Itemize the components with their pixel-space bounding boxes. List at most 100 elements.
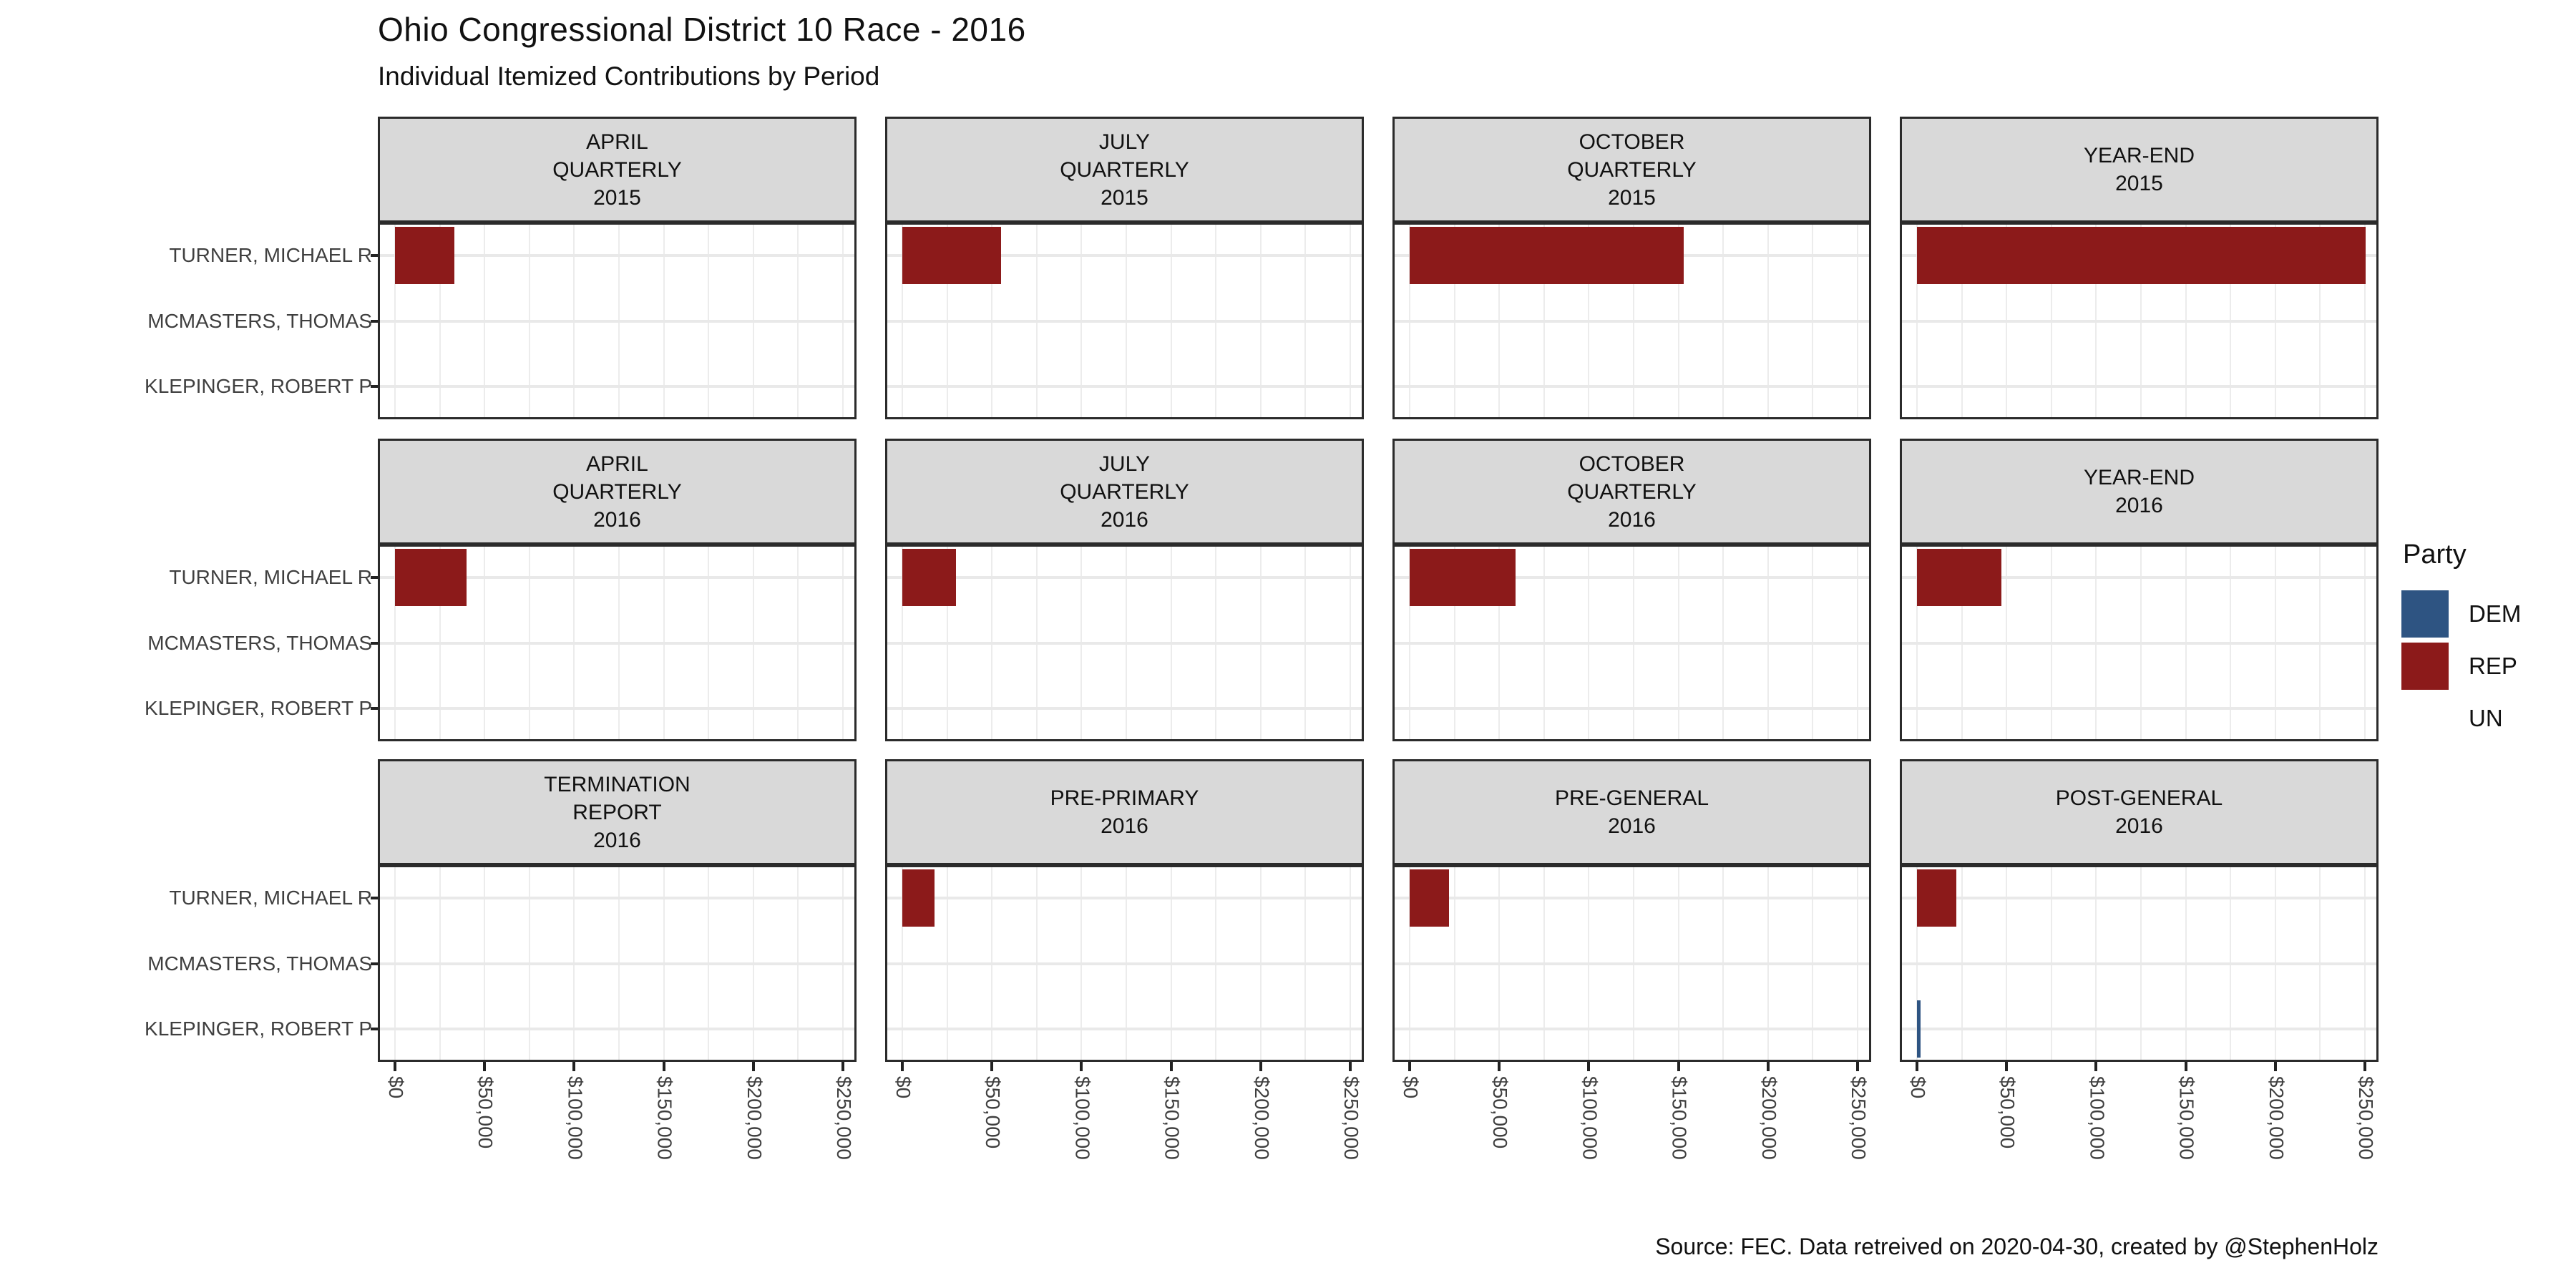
facet-strip: YEAR-END 2016 bbox=[1900, 439, 2379, 545]
gridline-horizontal bbox=[887, 575, 1362, 579]
facet-strip-label: POST-GENERAL 2016 bbox=[2055, 786, 2223, 838]
contribution-bar-rep bbox=[902, 548, 957, 606]
contribution-bar-rep bbox=[1410, 226, 1684, 284]
gridline-horizontal bbox=[887, 962, 1362, 965]
x-axis-tick-label: $50,000 bbox=[474, 1076, 497, 1149]
facet-strip: PRE-GENERAL 2016 bbox=[1392, 759, 1871, 865]
gridline-horizontal bbox=[1395, 1028, 1869, 1031]
facet-strip: OCTOBER QUARTERLY 2016 bbox=[1392, 439, 1871, 545]
un-color-swatch bbox=[2401, 695, 2449, 742]
x-axis-tick bbox=[662, 1062, 665, 1071]
gridline-horizontal bbox=[1395, 319, 1869, 323]
y-axis-label-candidate: KLEPINGER, ROBERT P bbox=[145, 697, 372, 720]
gridline-horizontal bbox=[1902, 385, 2376, 389]
x-axis-tick bbox=[1587, 1062, 1591, 1071]
legend-label-dem: DEM bbox=[2469, 600, 2522, 627]
gridline-horizontal bbox=[1902, 962, 2376, 965]
gridline-horizontal bbox=[1902, 896, 2376, 899]
x-axis-tick-label: $250,000 bbox=[1340, 1076, 1362, 1160]
facet-strip-label: OCTOBER QUARTERLY 2015 bbox=[1567, 130, 1697, 210]
x-axis-tick-label: $150,000 bbox=[1668, 1076, 1691, 1160]
facet-strip-label: JULY QUARTERLY 2015 bbox=[1060, 130, 1189, 210]
x-axis-tick bbox=[2005, 1062, 2009, 1071]
x-axis-tick-label: $250,000 bbox=[1848, 1076, 1870, 1160]
x-axis-tick-label: $0 bbox=[1400, 1076, 1422, 1099]
facet-panel bbox=[1392, 223, 1871, 419]
facet-strip: PRE-PRIMARY 2016 bbox=[885, 759, 1364, 865]
x-axis-tick bbox=[2273, 1062, 2277, 1071]
y-axis-tick bbox=[371, 385, 378, 389]
contribution-bar-rep bbox=[902, 869, 935, 927]
facet-panel bbox=[1900, 223, 2379, 419]
x-axis-tick bbox=[2094, 1062, 2098, 1071]
gridline-horizontal bbox=[1902, 575, 2376, 579]
legend: Party DEM REP UN bbox=[2401, 540, 2576, 747]
gridline-horizontal bbox=[1902, 641, 2376, 645]
y-axis-tick bbox=[371, 575, 378, 579]
y-axis-tick bbox=[371, 253, 378, 257]
contribution-bar-rep bbox=[395, 226, 454, 284]
facet-strip-label: YEAR-END 2016 bbox=[2083, 466, 2195, 517]
x-axis-tick bbox=[1259, 1062, 1262, 1071]
facet-strip: TERMINATION REPORT 2016 bbox=[378, 759, 857, 865]
x-axis-tick-label: $150,000 bbox=[1161, 1076, 1184, 1160]
contribution-bar-rep bbox=[1917, 869, 1957, 927]
legend-entry-rep: REP bbox=[2401, 643, 2576, 690]
x-axis-tick-label: $100,000 bbox=[1071, 1076, 1094, 1160]
x-axis-tick bbox=[2363, 1062, 2366, 1071]
x-axis-tick bbox=[1766, 1062, 1770, 1071]
gridline-horizontal bbox=[380, 319, 854, 323]
y-axis-tick bbox=[371, 962, 378, 965]
dem-color-swatch bbox=[2401, 590, 2449, 638]
contribution-bar-dem bbox=[1917, 1000, 1921, 1058]
facet-strip-label: PRE-GENERAL 2016 bbox=[1554, 786, 1709, 838]
x-axis-tick bbox=[483, 1062, 487, 1071]
gridline-horizontal bbox=[887, 707, 1362, 711]
facet-strip: POST-GENERAL 2016 bbox=[1900, 759, 2379, 865]
y-axis-tick bbox=[371, 896, 378, 899]
gridline-horizontal bbox=[1395, 385, 1869, 389]
y-axis-label-candidate: KLEPINGER, ROBERT P bbox=[145, 1018, 372, 1040]
x-axis-tick-label: $100,000 bbox=[1579, 1076, 1601, 1160]
facet-strip: OCTOBER QUARTERLY 2015 bbox=[1392, 117, 1871, 223]
x-axis-tick-label: $0 bbox=[1907, 1076, 1929, 1099]
gridline-horizontal bbox=[380, 575, 854, 579]
x-axis-tick bbox=[1408, 1062, 1411, 1071]
x-axis-tick bbox=[1916, 1062, 1918, 1071]
legend-title: Party bbox=[2403, 540, 2467, 570]
rep-color-swatch bbox=[2401, 643, 2449, 690]
facet-strip-label: YEAR-END 2015 bbox=[2083, 144, 2195, 195]
x-axis-tick-label: $50,000 bbox=[982, 1076, 1005, 1149]
facet-strip: APRIL QUARTERLY 2016 bbox=[378, 439, 857, 545]
facet-strip-label: PRE-PRIMARY 2016 bbox=[1050, 786, 1199, 838]
legend-entry-un: UN bbox=[2401, 695, 2576, 742]
gridline-horizontal bbox=[380, 253, 854, 257]
facet-strip-label: APRIL QUARTERLY 2015 bbox=[552, 130, 682, 210]
gridline-horizontal bbox=[1395, 962, 1869, 965]
page-subtitle: Individual Itemized Contributions by Per… bbox=[378, 62, 880, 91]
x-axis-tick bbox=[1080, 1062, 1083, 1071]
x-axis-tick bbox=[841, 1062, 844, 1071]
gridline-horizontal bbox=[1395, 707, 1869, 711]
facet-panel bbox=[1900, 865, 2379, 1062]
facet-panel bbox=[1392, 545, 1871, 741]
contribution-bar-rep bbox=[902, 226, 1001, 284]
x-axis-tick bbox=[1677, 1062, 1680, 1071]
y-axis-label-candidate: TURNER, MICHAEL R bbox=[169, 886, 372, 909]
gridline-horizontal bbox=[1395, 575, 1869, 579]
gridline-horizontal bbox=[887, 1028, 1362, 1031]
gridline-horizontal bbox=[887, 319, 1362, 323]
y-axis-tick bbox=[371, 1028, 378, 1031]
contribution-bar-rep bbox=[1917, 548, 2001, 606]
x-axis-tick-label: $200,000 bbox=[1757, 1076, 1780, 1160]
y-axis-tick bbox=[371, 707, 378, 711]
contribution-bar-rep bbox=[1410, 548, 1516, 606]
gridline-horizontal bbox=[1902, 707, 2376, 711]
x-axis-tick bbox=[1169, 1062, 1173, 1071]
facet-panel bbox=[885, 545, 1364, 741]
x-axis-tick bbox=[901, 1062, 904, 1071]
facet-panel bbox=[1900, 545, 2379, 741]
gridline-horizontal bbox=[380, 707, 854, 711]
